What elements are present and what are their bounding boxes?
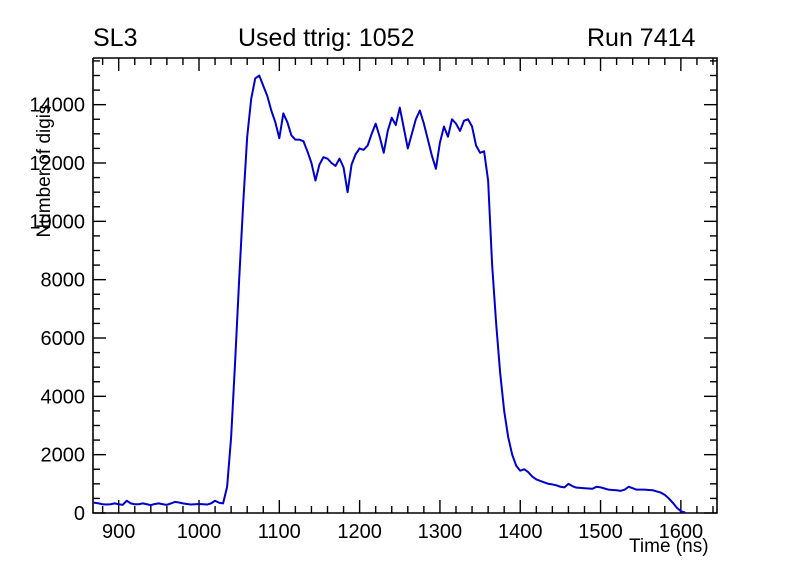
svg-text:1200: 1200 bbox=[337, 521, 382, 543]
svg-text:1500: 1500 bbox=[578, 521, 623, 543]
axis-ticks bbox=[93, 58, 717, 514]
data-series-line bbox=[93, 74, 686, 514]
x-axis-title: Time (ns) bbox=[629, 536, 709, 557]
svg-text:1300: 1300 bbox=[418, 521, 463, 543]
svg-text:8000: 8000 bbox=[41, 270, 86, 292]
svg-text:1100: 1100 bbox=[258, 521, 301, 543]
svg-text:4000: 4000 bbox=[41, 386, 86, 408]
header-title: Used ttrig: 1052 bbox=[238, 24, 415, 52]
axis-tick-labels: 900 1000 1100 1200 1300 1400 1500 1600 0 2000 4000… bbox=[29, 95, 703, 543]
svg-text:0: 0 bbox=[74, 503, 85, 525]
svg-text:12000: 12000 bbox=[29, 153, 85, 175]
svg-text:1600: 1600 bbox=[659, 521, 704, 543]
svg-text:6000: 6000 bbox=[41, 328, 86, 350]
svg-text:1400: 1400 bbox=[498, 521, 543, 543]
svg-text:10000: 10000 bbox=[29, 211, 85, 233]
svg-text:14000: 14000 bbox=[29, 95, 85, 117]
header-right-label: Run 7414 bbox=[587, 24, 696, 52]
svg-text:1000: 1000 bbox=[177, 521, 222, 543]
plot-frame bbox=[92, 57, 718, 514]
svg-text:900: 900 bbox=[102, 521, 135, 543]
header-left-label: SL3 bbox=[93, 24, 138, 52]
svg-text:2000: 2000 bbox=[41, 445, 86, 467]
